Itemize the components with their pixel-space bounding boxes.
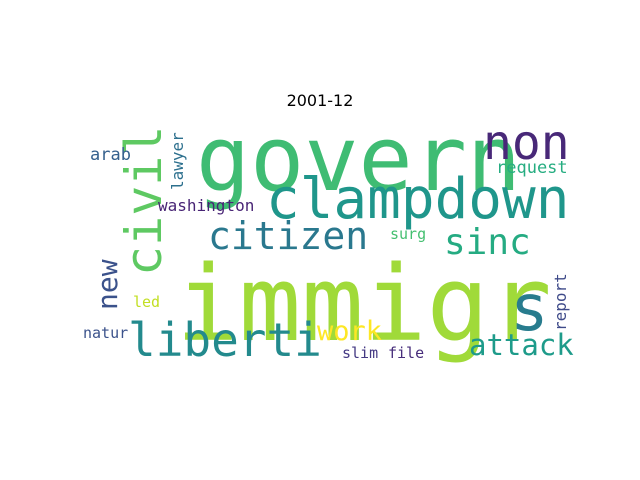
- word-attack: attack: [469, 328, 574, 362]
- word-clampdown: clampdown: [266, 167, 569, 232]
- word-new: new: [91, 259, 124, 310]
- word-govern: govern: [196, 107, 521, 212]
- word-surg: surg: [390, 225, 426, 243]
- chart-title: 2001-12: [286, 91, 354, 110]
- word-immigr: immigr: [176, 243, 552, 365]
- word-lawyer: lawyer: [168, 132, 187, 190]
- word-slim: slim: [342, 344, 378, 362]
- word-citizen: citizen: [208, 214, 368, 258]
- word-work: work: [317, 316, 382, 347]
- word-civil: civil: [115, 125, 173, 276]
- word-sinc: sinc: [444, 222, 531, 263]
- word-request: request: [496, 158, 568, 178]
- word-liberti: liberti: [128, 313, 322, 367]
- word-file: file: [388, 344, 424, 362]
- word-report: report: [551, 273, 570, 331]
- word-non: non: [483, 115, 570, 171]
- word-led: led: [133, 293, 160, 311]
- word-s: s: [510, 272, 549, 346]
- word-washington: washington: [158, 196, 254, 215]
- word-arab: arab: [90, 145, 131, 165]
- word-natur: natur: [83, 324, 128, 342]
